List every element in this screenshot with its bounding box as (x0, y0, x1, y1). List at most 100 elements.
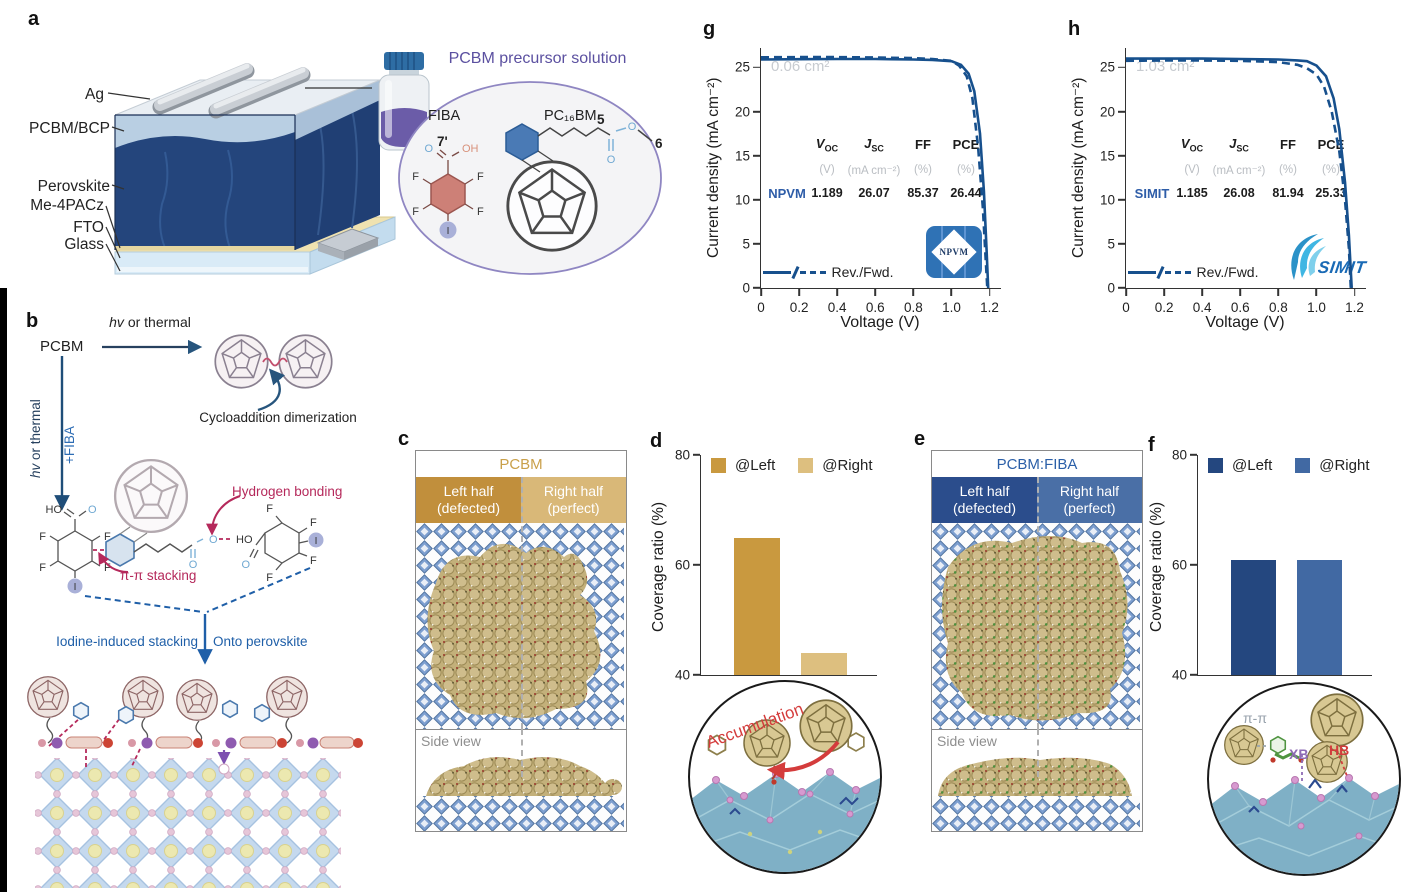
jv-curve-rev (760, 57, 990, 289)
y-tick: 60 (674, 557, 690, 573)
x-axis-label: Voltage (V) (840, 314, 920, 331)
o-atom: O (88, 504, 97, 516)
coverage-bar-plot-f: @Left @Right 40 60 80 (1172, 448, 1372, 683)
forward-line-sample (799, 270, 826, 274)
x-tick: 0.2 (789, 300, 809, 315)
legend-swatch-right (798, 458, 814, 473)
y-tick: 20 (734, 104, 750, 120)
npvm-logo: NPVM (926, 226, 982, 278)
pce-header: PCE (952, 137, 980, 153)
y-tick (1189, 674, 1197, 676)
y-axis-label: Current density (mA cm⁻²) (1070, 77, 1087, 259)
y-tick: 80 (1171, 447, 1187, 463)
panel-label-h: h (1068, 18, 1081, 40)
y-tick (692, 674, 700, 676)
y-tick (1117, 287, 1125, 289)
accumulation-inset: Accumulation (688, 680, 882, 874)
x-tick (1277, 289, 1280, 296)
md-side-view: Side view (416, 729, 626, 832)
surface-molecule-row (38, 736, 363, 749)
jv-plot-h: 1.03 cm² VOC JSC FF PCE (V) (mA cm⁻²) (%… (1100, 48, 1367, 315)
chain-5-label: 5 (597, 112, 605, 127)
ff-header: FF (1280, 137, 1296, 153)
voc-header: VOC (815, 136, 839, 154)
x-tick: 1.0 (942, 300, 961, 315)
x-tick: 0.8 (1268, 300, 1288, 315)
f-atom: F (310, 517, 317, 529)
y-tick: 0 (1107, 280, 1115, 296)
y-tick: 40 (1171, 667, 1187, 683)
y-axis-label: Coverage ratio (%) (1148, 501, 1165, 633)
f-atom: F (310, 555, 317, 567)
x-tick: 1.2 (980, 300, 999, 315)
legend-label-right: @Right (822, 457, 873, 474)
y-tick (692, 454, 700, 456)
x-tick: 0.6 (865, 300, 885, 315)
x-tick (1353, 289, 1356, 296)
jv-curve-rev (1126, 57, 1353, 289)
chain-6-label: 6 (655, 136, 663, 151)
x-tick (912, 289, 915, 296)
voc-header: VOC (1180, 136, 1204, 154)
interactions-inset: π-π XB HB (1207, 682, 1401, 876)
fiba-f-atom: F (477, 206, 484, 218)
panel-a: O OH F F F F I O O a Ag PCBM/BCP (0, 0, 700, 330)
half-divider-line (521, 729, 523, 777)
legend-label: Rev./Fwd. (831, 264, 894, 280)
f-atom: F (104, 562, 111, 574)
ester-o-atom: O (189, 559, 198, 571)
y-tick: 25 (734, 59, 750, 75)
x-axis-label: Voltage (V) (1205, 314, 1285, 331)
md-simulation-box-pcbm: PCBM Left half (defected) Right half (perf… (415, 450, 627, 832)
right-half-header: Right half (perfect) (1037, 477, 1142, 523)
jsc-header: JSC (1229, 136, 1249, 154)
jv-curves (760, 55, 990, 289)
accumulation-art (690, 699, 880, 872)
y-tick (1189, 454, 1197, 456)
i-atom: I (74, 582, 77, 593)
panel-e: e PCBM:FIBA Left half (defected) Right ha… (908, 428, 1150, 838)
device-area-label: 1.03 cm² (1136, 58, 1195, 75)
left-half-header: Left half (defected) (932, 477, 1037, 523)
ester-o-atom: O (628, 121, 637, 133)
panel-h: h Current density (mA cm⁻²) Voltage (V) … (1058, 8, 1421, 338)
y-tick: 15 (1099, 148, 1115, 164)
y-tick: 25 (1099, 59, 1115, 75)
legend-swatch-left (711, 458, 726, 473)
bar-right (801, 653, 848, 675)
coverage-bar-plot-d: @Left @Right 40 60 80 (675, 448, 877, 683)
legend-swatch-right (1295, 458, 1311, 473)
x-tick: 0.6 (1230, 300, 1250, 315)
fiba-name: FIBA (428, 108, 461, 124)
forward-line-sample (1164, 270, 1191, 274)
bar-left (734, 537, 781, 675)
x-tick (988, 289, 991, 296)
f-atom: F (104, 531, 111, 543)
y-tick: 15 (734, 148, 750, 164)
y-tick (752, 154, 760, 157)
y-axis-label: Current density (mA cm⁻²) (705, 77, 722, 259)
half-divider-line (521, 477, 523, 729)
panel-a-art: O OH F F F F I O O (105, 52, 662, 275)
jsc-header: JSC (864, 136, 884, 154)
side-view-label: Side view (421, 733, 481, 749)
f-atom: F (266, 572, 273, 584)
left-edge-strip (0, 288, 7, 892)
simit-swirl-icon (1291, 234, 1326, 280)
layer-label-ag: Ag (85, 86, 104, 103)
y-tick (1117, 243, 1125, 245)
y-tick (752, 287, 760, 289)
jv-curve-fwd (1125, 59, 1353, 289)
y-tick: 5 (742, 236, 750, 252)
md-headers: Left half (defected) Right half (perfect) (416, 477, 626, 523)
legend-label: Rev./Fwd. (1196, 264, 1259, 280)
cycloaddition-caption: Cycloaddition dimerization (199, 410, 357, 425)
right-half-header: Right half (perfect) (521, 477, 626, 523)
y-tick: 80 (674, 447, 690, 463)
panel-d: d Coverage ratio (%) @Left @Right 40 60 80 (648, 428, 900, 690)
y-tick (1117, 198, 1125, 201)
x-tick: 0.8 (903, 300, 923, 315)
legend-label-left: @Left (1232, 457, 1273, 474)
layer-label-fto: FTO (73, 219, 104, 236)
